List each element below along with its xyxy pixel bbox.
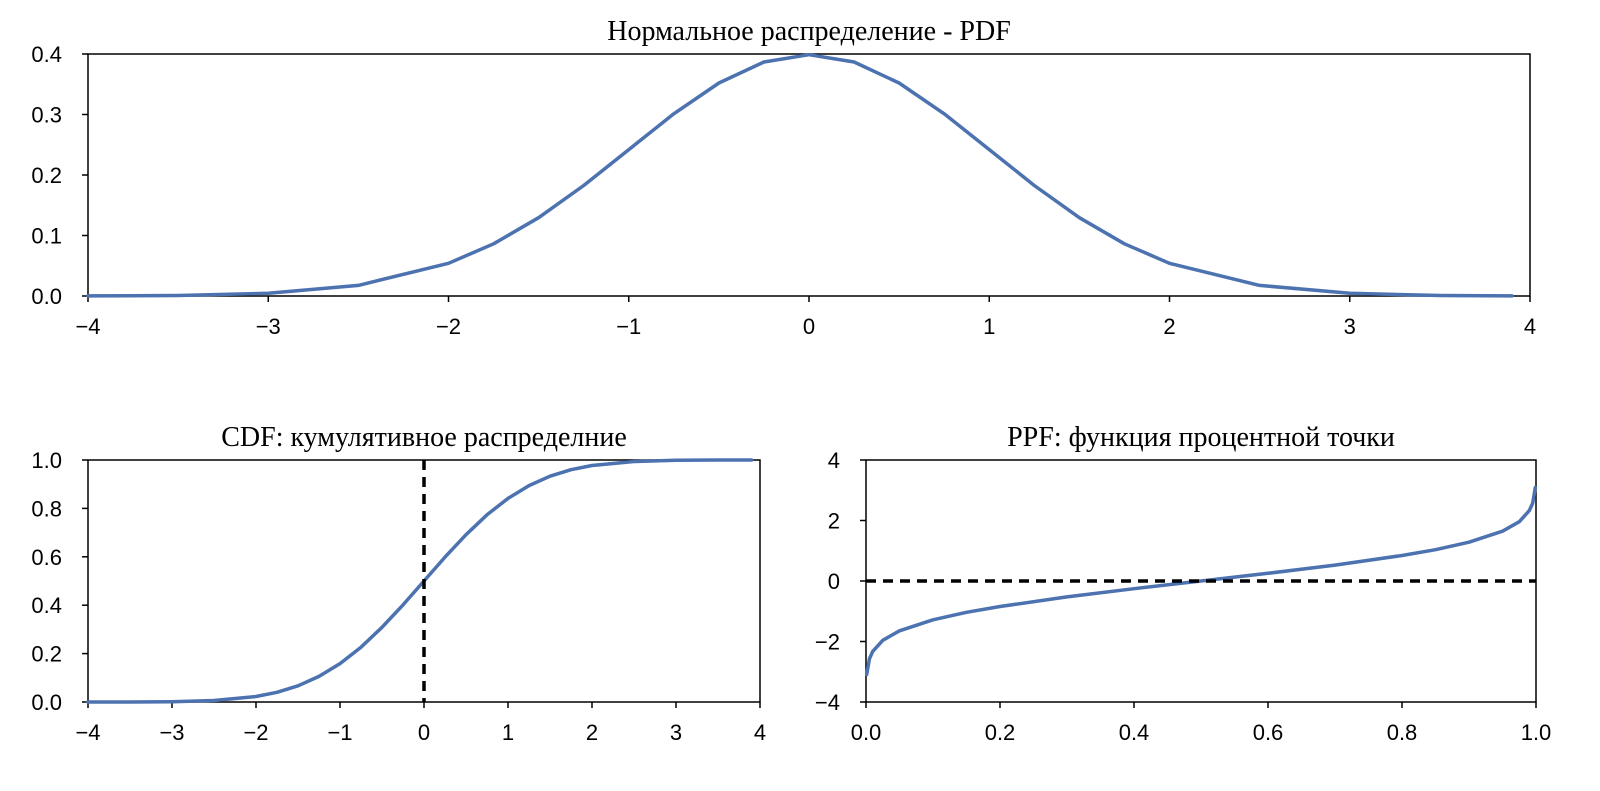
pdf-plot-frame [87, 53, 1531, 297]
cdf-y-tick-label: 0.2 [31, 642, 62, 667]
ppf-y-tick-label: −2 [815, 630, 840, 655]
ppf-y-tick-label: 0 [828, 569, 840, 594]
ppf-x-tick-label: 0.8 [1387, 720, 1418, 745]
ppf-x-tick-label: 0.2 [985, 720, 1016, 745]
cdf-x-tick-label: −4 [75, 720, 100, 745]
cdf-x-tick-label: 4 [754, 720, 766, 745]
pdf-y-tick-label: 0.4 [31, 42, 62, 67]
ppf-series-line [864, 485, 1538, 677]
pdf-series-line [86, 52, 1514, 298]
pdf-x-tick-label: −1 [616, 314, 641, 339]
pdf-chart-title: Нормальное распределение - PDF [607, 16, 1011, 47]
cdf-x-tick-label: −2 [243, 720, 268, 745]
cdf-x-tick-label: 1 [502, 720, 514, 745]
pdf-chart: Нормальное распределение - PDF −4 −3 −2 −1 0… [31, 16, 1536, 339]
cdf-x-tick-label: 3 [670, 720, 682, 745]
ppf-x-tick-label: 1.0 [1521, 720, 1552, 745]
cdf-x-tick-label: 0 [418, 720, 430, 745]
pdf-x-tick-label: 3 [1344, 314, 1356, 339]
ppf-x-tick-label: 0.4 [1119, 720, 1150, 745]
ppf-y-tick-label: 2 [828, 509, 840, 534]
pdf-x-tick-label: 0 [803, 314, 815, 339]
pdf-x-tick-label: −4 [75, 314, 100, 339]
cdf-x-tick-label: −1 [327, 720, 352, 745]
cdf-x-tick-label: −3 [159, 720, 184, 745]
pdf-x-tick-label: −2 [436, 314, 461, 339]
pdf-x-tick-label: 1 [983, 314, 995, 339]
ppf-chart-title: PPF: функция процентной точки [1007, 422, 1395, 453]
pdf-x-tick-label: 4 [1524, 314, 1536, 339]
cdf-y-tick-label: 0.0 [31, 690, 62, 715]
pdf-x-tick-label: 2 [1163, 314, 1175, 339]
cdf-series-line [86, 458, 754, 704]
cdf-chart-title: CDF: кумулятивное распределние [221, 422, 627, 453]
cdf-y-tick-label: 0.8 [31, 496, 62, 521]
pdf-y-tick-label: 0.0 [31, 284, 62, 309]
pdf-y-tick-label: 0.2 [31, 163, 62, 188]
ppf-x-tick-label: 0.6 [1253, 720, 1284, 745]
pdf-x-tick-label: −3 [256, 314, 281, 339]
cdf-y-tick-label: 0.6 [31, 545, 62, 570]
ppf-y-tick-label: −4 [815, 690, 840, 715]
cdf-x-tick-label: 2 [586, 720, 598, 745]
cdf-chart: CDF: кумулятивное распределние −4 −3 −2 −1 0… [31, 422, 766, 745]
ppf-y-tick-label: 4 [828, 448, 840, 473]
pdf-y-tick-label: 0.1 [31, 224, 62, 249]
cdf-y-tick-label: 0.4 [31, 593, 62, 618]
cdf-y-tick-label: 1.0 [31, 448, 62, 473]
ppf-chart: PPF: функция процентной точки 0.0 0.2 0.4 0… [815, 422, 1551, 745]
ppf-x-tick-label: 0.0 [851, 720, 882, 745]
pdf-y-tick-label: 0.3 [31, 103, 62, 128]
